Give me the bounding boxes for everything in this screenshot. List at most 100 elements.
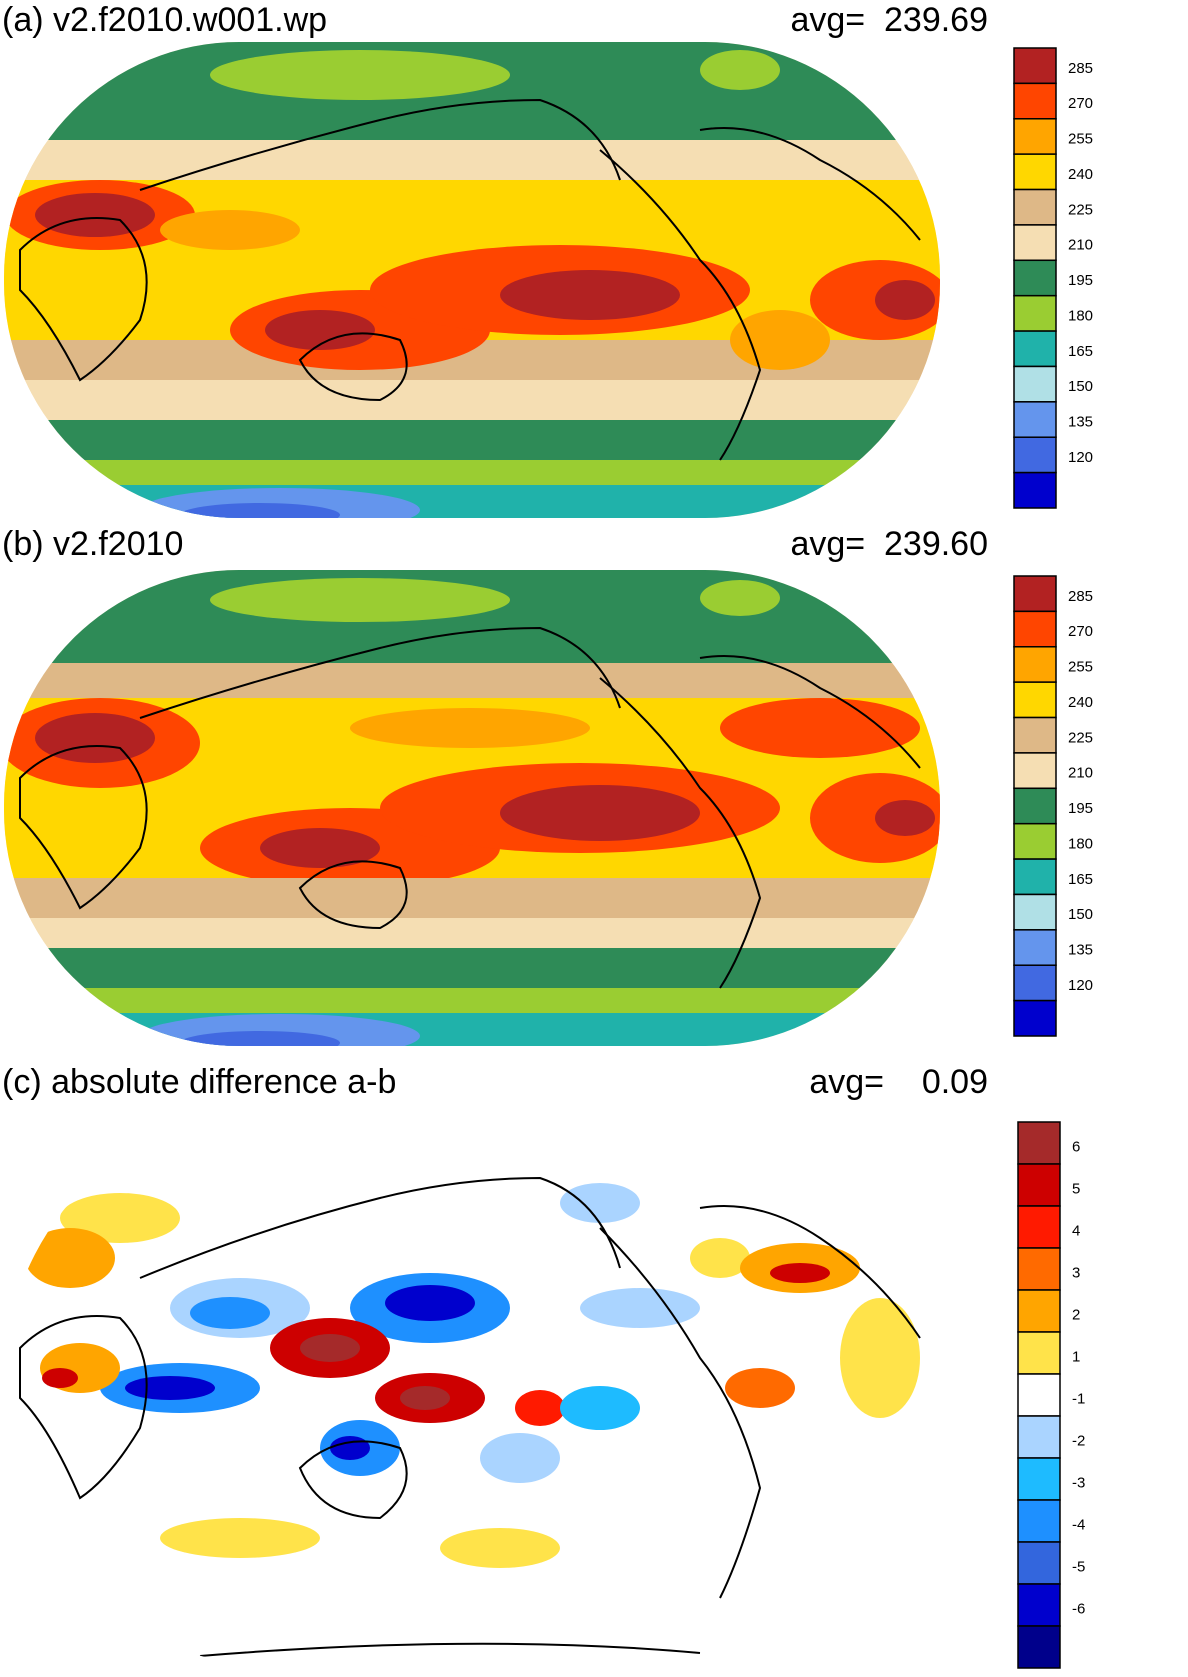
colorbar-swatch xyxy=(1013,47,1057,85)
colorbar-swatch xyxy=(1017,1163,1061,1207)
colorbar-tick-label: 6 xyxy=(1072,1138,1080,1155)
colorbar-tick-label: -5 xyxy=(1072,1558,1085,1575)
colorbar-swatch xyxy=(1017,1121,1061,1165)
colorbar-swatch xyxy=(1017,1625,1061,1669)
panel-b-map xyxy=(4,570,940,1046)
colorbar-tick-label: 240 xyxy=(1068,694,1093,711)
colorbar-swatch xyxy=(1013,787,1057,825)
colorbar-swatch xyxy=(1013,681,1057,719)
colorbar-tick-label: 180 xyxy=(1068,307,1093,324)
colorbar-tick-label: 255 xyxy=(1068,659,1093,676)
colorbar-tick-label: 285 xyxy=(1068,60,1093,77)
colorbar-swatch xyxy=(1013,471,1057,509)
colorbar-swatch xyxy=(1017,1205,1061,1249)
map-a-australia-outline xyxy=(298,332,408,402)
colorbar-swatch xyxy=(1013,893,1057,931)
colorbar-tick-label: 3 xyxy=(1072,1264,1080,1281)
colorbar-swatch xyxy=(1017,1583,1061,1627)
colorbar-swatch xyxy=(1013,259,1057,297)
colorbar-swatch xyxy=(1013,575,1057,613)
colorbar-swatch xyxy=(1013,929,1057,966)
map-c-africa-outline xyxy=(19,1315,148,1500)
panel-c-colorbar-svg: 6 5 4 3 2 1 -1 -2 -3 -4 -5 -6 xyxy=(1017,1121,1085,1669)
colorbar-tick-label: 120 xyxy=(1068,977,1093,994)
colorbar-tick-label: 1 xyxy=(1072,1348,1080,1365)
panel-b-colorbar-svg: 285 270 255 240 225 210 195 180 165 150 135 120 xyxy=(1013,575,1093,1037)
colorbar-tick-label: 135 xyxy=(1068,414,1093,431)
colorbar-tick-label: 4 xyxy=(1072,1222,1080,1239)
colorbar-tick-label: 270 xyxy=(1068,623,1093,640)
map-a-eurasia-outline xyxy=(139,98,621,191)
colorbar-swatch xyxy=(1017,1541,1061,1585)
colorbar-swatch xyxy=(1017,1247,1061,1291)
colorbar-swatch xyxy=(1013,153,1057,191)
map-a-americas-outline xyxy=(599,149,762,461)
colorbar-tick-label: 225 xyxy=(1068,729,1093,746)
colorbar-swatch xyxy=(1017,1331,1061,1375)
panel-b-avg: avg= 239.60 xyxy=(790,525,988,563)
colorbar-tick-label: -4 xyxy=(1072,1516,1085,1533)
colorbar-swatch xyxy=(1017,1415,1061,1459)
colorbar-swatch xyxy=(1017,1499,1061,1543)
colorbar-swatch xyxy=(1013,401,1057,438)
colorbar-swatch xyxy=(1017,1289,1061,1333)
panel-c: (c) absolute difference a-b avg= 0.09 xyxy=(0,1062,1188,1677)
panel-a-avg: avg= 239.69 xyxy=(790,1,988,39)
colorbar-tick-label: 180 xyxy=(1068,835,1093,852)
colorbar-tick-label: 270 xyxy=(1068,95,1093,112)
panel-b-title: (b) v2.f2010 xyxy=(2,525,184,563)
colorbar-tick-label: 225 xyxy=(1068,201,1093,218)
panel-b: (b) v2.f2010 avg= 239.60 xyxy=(0,524,1188,1054)
map-a-africa-outline xyxy=(19,217,148,382)
map-c-antarctica-outline xyxy=(199,1642,701,1657)
colorbar-swatch xyxy=(1013,436,1057,474)
colorbar-tick-label: 210 xyxy=(1068,765,1093,782)
colorbar-tick-label: 5 xyxy=(1072,1180,1080,1197)
panel-c-title: (c) absolute difference a-b xyxy=(2,1063,397,1101)
colorbar-tick-label: -6 xyxy=(1072,1600,1085,1617)
colorbar-swatch xyxy=(1013,646,1057,683)
colorbar-swatch xyxy=(1013,999,1057,1037)
panel-a-map xyxy=(4,42,940,518)
colorbar-swatch xyxy=(1017,1457,1061,1501)
colorbar-swatch xyxy=(1013,330,1057,368)
panel-a: (a) v2.f2010.w001.wp avg= 239.69 xyxy=(0,0,1188,520)
colorbar-swatch xyxy=(1013,858,1057,896)
colorbar-swatch xyxy=(1013,964,1057,1002)
colorbar-swatch xyxy=(1013,822,1057,860)
panel-c-avg: avg= 0.09 xyxy=(809,1063,988,1101)
colorbar-tick-label: 195 xyxy=(1068,272,1093,289)
panel-a-colorbar-svg: 285 270 255 240 225 210 195 180 165 150 135 120 xyxy=(1013,47,1093,509)
colorbar-swatch xyxy=(1013,224,1057,262)
colorbar-tick-label: 2 xyxy=(1072,1306,1080,1323)
colorbar-tick-label: 165 xyxy=(1068,871,1093,888)
colorbar-tick-label: 255 xyxy=(1068,131,1093,148)
colorbar-tick-label: 165 xyxy=(1068,343,1093,360)
colorbar-tick-label: 195 xyxy=(1068,800,1093,817)
panel-c-colorbar: 6 5 4 3 2 1 -1 -2 -3 -4 -5 -6 xyxy=(1016,1120,1136,1675)
colorbar-swatch xyxy=(1013,294,1057,332)
colorbar-tick-label: 135 xyxy=(1068,942,1093,959)
panel-a-colorbar: 285 270 255 240 225 210 195 180 165 150 135 120 xyxy=(1012,46,1132,515)
colorbar-swatch xyxy=(1013,610,1057,648)
colorbar-tick-label: -3 xyxy=(1072,1474,1085,1491)
colorbar-tick-label: 150 xyxy=(1068,378,1093,395)
panel-b-colorbar: 285 270 255 240 225 210 195 180 165 150 135 120 xyxy=(1012,574,1132,1043)
map-b-arctic-band xyxy=(4,570,940,663)
colorbar-tick-label: 120 xyxy=(1068,449,1093,466)
colorbar-tick-label: 240 xyxy=(1068,166,1093,183)
panel-a-title: (a) v2.f2010.w001.wp xyxy=(2,1,328,39)
colorbar-swatch xyxy=(1013,716,1057,754)
map-a-southern-ocean xyxy=(4,420,940,460)
colorbar-swatch xyxy=(1013,365,1057,403)
map-a-siberia-patch xyxy=(210,50,510,100)
colorbar-swatch xyxy=(1013,752,1057,790)
panel-c-map xyxy=(4,1112,940,1664)
colorbar-tick-label: 150 xyxy=(1068,906,1093,923)
colorbar-swatch xyxy=(1017,1373,1061,1417)
colorbar-swatch xyxy=(1013,188,1057,226)
colorbar-tick-label: -1 xyxy=(1072,1390,1085,1407)
colorbar-tick-label: -2 xyxy=(1072,1432,1085,1449)
colorbar-tick-label: 210 xyxy=(1068,237,1093,254)
colorbar-swatch xyxy=(1013,118,1057,155)
